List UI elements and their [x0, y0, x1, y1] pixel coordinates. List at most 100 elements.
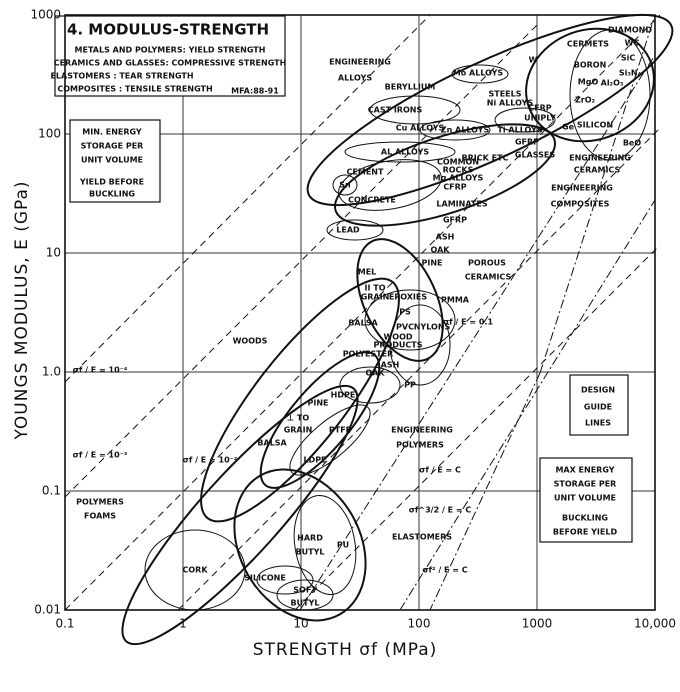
envelope	[344, 141, 456, 163]
x-tick-label: 1000	[522, 617, 553, 631]
envelope	[233, 468, 367, 622]
annotation: II TO	[365, 284, 386, 293]
guide-lines	[64, 14, 661, 611]
annotation: UNIPLY	[524, 114, 556, 123]
annotation: CFRP	[443, 183, 466, 192]
annotation: PVC	[396, 323, 414, 332]
annotation: BUCKLING	[89, 190, 135, 199]
annotation: σf^3/2 / E = C	[409, 506, 472, 515]
annotation: CERAMICS	[465, 273, 512, 282]
guide-line	[64, 14, 661, 611]
annotation: GLASSES	[515, 151, 555, 160]
envelope	[333, 123, 557, 227]
annotation: W	[529, 56, 538, 65]
annotation: DIAMOND	[608, 26, 652, 35]
annotation: CONCRETE	[348, 196, 396, 205]
annotation: LINES	[585, 419, 611, 428]
annotation: BERYLLIUM	[385, 83, 436, 92]
envelope	[369, 95, 461, 125]
annotation: ALLOYS	[338, 74, 372, 83]
envelope	[525, 27, 655, 143]
annotation: σf² / E = C	[422, 566, 467, 575]
annotation: COMPOSITES : TENSILE STRENGTH	[57, 85, 212, 94]
annotation: PP	[404, 381, 416, 390]
annotation: CAST IRONS	[368, 106, 423, 115]
annotation: EPOXIES	[389, 293, 427, 302]
annotation: MIN. ENERGY	[82, 128, 142, 137]
annotation: Ti ALLOYS	[497, 126, 542, 135]
envelope	[200, 277, 400, 523]
envelope	[451, 64, 509, 84]
envelope	[326, 219, 384, 241]
guide-line	[299, 54, 656, 611]
annotation: BORON	[574, 61, 607, 70]
annotation: σf / E = 10⁻²	[183, 456, 238, 465]
plot-frame	[64, 14, 656, 611]
x-tick-label: 1	[179, 617, 187, 631]
envelope	[339, 366, 401, 404]
envelope	[259, 351, 381, 489]
x-tick-label: 10,000	[634, 617, 676, 631]
annotation: COMPOSITES	[551, 200, 610, 209]
note-box	[69, 119, 161, 203]
envelope	[569, 29, 651, 161]
annotation: BUTYL	[296, 548, 325, 557]
annotation: ELASTOMERS	[392, 533, 452, 542]
annotation: GFRP	[515, 138, 539, 147]
envelope	[306, 13, 674, 207]
annotation: UNIT VOLUME	[554, 494, 616, 503]
annotation: DESIGN	[581, 386, 615, 395]
annotation: Al₂O₃	[601, 79, 624, 88]
x-axis-title: STRENGTH σf (MPa)	[253, 640, 438, 660]
annotation: AL ALLOYS	[381, 148, 429, 157]
annotation: CERMETS	[567, 40, 609, 49]
annotation: POLYESTER	[343, 350, 394, 359]
annotation: BUTYL	[291, 599, 320, 608]
annotation: POLYMERS	[76, 498, 124, 507]
guide-line	[399, 199, 656, 611]
annotation: GFRP	[443, 216, 467, 225]
annotation: ENGINEERING	[569, 154, 631, 163]
annotation: ZrO₂	[575, 96, 596, 105]
annotation: ENGINEERING	[391, 426, 453, 435]
annotation: WOOD	[383, 333, 412, 342]
y-tick-label: 100	[38, 127, 61, 141]
envelope	[256, 565, 314, 595]
annotation: LAMINATES	[436, 200, 487, 209]
annotation: COMMON	[437, 158, 479, 167]
chart-title: 4. MODULUS-STRENGTH	[67, 21, 269, 39]
guide-line	[429, 372, 541, 611]
x-tick-label: 10	[293, 617, 308, 631]
annotation: Ni ALLOYS	[487, 99, 534, 108]
annotation: BeO	[623, 139, 642, 148]
annotation: Ge	[562, 123, 575, 132]
envelope	[364, 289, 456, 351]
annotation: METALS AND POLYMERS: YIELD STRENGTH	[75, 46, 266, 55]
annotation: STORAGE PER	[554, 480, 617, 489]
annotation: CORK	[182, 566, 208, 575]
annotation: POROUS	[468, 259, 506, 268]
annotation: σf / E = 10⁻³	[73, 451, 128, 460]
envelope	[332, 174, 358, 196]
y-tick-label: 10	[46, 246, 61, 260]
annotation: STORAGE PER	[81, 142, 144, 151]
note-box	[569, 374, 629, 436]
annotation: CEMENT	[347, 168, 384, 177]
guide-line	[64, 21, 541, 498]
envelope	[494, 107, 556, 133]
annotation: WC	[625, 39, 640, 48]
annotation: BALSA	[348, 319, 378, 328]
envelope	[293, 494, 357, 596]
legend-box	[54, 15, 286, 97]
y-tick-label: 0.1	[42, 484, 61, 498]
annotation: POLYMERS	[396, 441, 444, 450]
annotation: ASH	[381, 361, 400, 370]
annotation: ⊥ TO	[287, 414, 310, 423]
annotation: ELASTOMERS : TEAR STRENGTH	[50, 72, 193, 81]
annotation: ENGINEERING	[551, 184, 613, 193]
x-tick-label: 100	[408, 617, 431, 631]
annotation: PS	[399, 308, 411, 317]
annotation: CERAMICS	[574, 166, 621, 175]
